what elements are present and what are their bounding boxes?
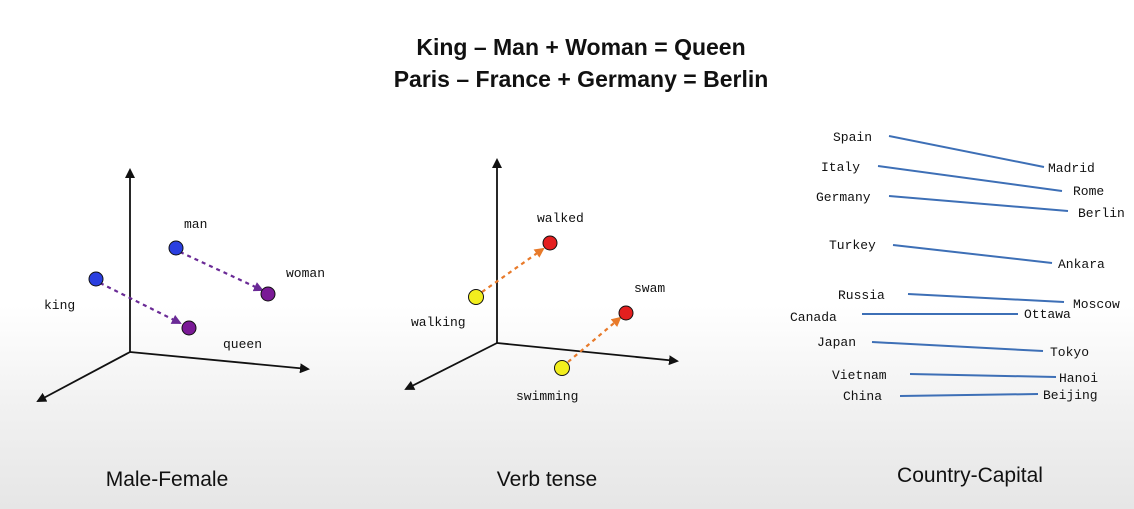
panel-male-female: king queen man woman Male-Female <box>36 168 325 491</box>
line-china-beijing <box>899 393 1039 397</box>
label-capital-moscow: Moscow <box>1073 297 1120 312</box>
arrow-walking-walked <box>481 247 545 293</box>
panel-country-capital: Spain Italy Germany Turkey Russia Canada… <box>790 130 1125 487</box>
line-japan-tokyo <box>871 341 1044 352</box>
panel-verb-tense: walking walked swimming swam Verb tense <box>404 158 679 491</box>
point-walking <box>468 289 484 305</box>
label-country-canada: Canada <box>790 310 837 325</box>
label-capital-berlin: Berlin <box>1078 206 1125 221</box>
label-walking: walking <box>411 315 466 330</box>
caption-male-female: Male-Female <box>106 468 229 491</box>
label-queen: queen <box>223 337 262 352</box>
line-russia-moscow <box>907 293 1065 303</box>
axis-depth <box>404 342 498 390</box>
point-walked <box>542 235 558 251</box>
title-line-1: King – Man + Woman = Queen <box>416 34 745 60</box>
axis-horizontal <box>129 351 310 374</box>
point-swimming <box>554 360 570 376</box>
label-country-vietnam: Vietnam <box>832 368 887 383</box>
point-king <box>88 271 104 287</box>
label-country-germany: Germany <box>816 190 871 205</box>
label-king: king <box>44 298 75 313</box>
label-walked: walked <box>537 211 584 226</box>
caption-verb-tense: Verb tense <box>497 468 597 491</box>
label-country-japan: Japan <box>817 335 856 350</box>
label-swimming: swimming <box>516 389 578 404</box>
line-turkey-ankara <box>892 244 1053 264</box>
label-man: man <box>184 217 207 232</box>
label-country-russia: Russia <box>838 288 885 303</box>
arrow-swimming-swam <box>567 316 622 363</box>
label-capital-hanoi: Hanoi <box>1059 371 1098 386</box>
label-woman: woman <box>286 266 325 281</box>
axis-horizontal <box>496 342 679 366</box>
label-capital-rome: Rome <box>1073 184 1104 199</box>
label-country-turkey: Turkey <box>829 238 876 253</box>
label-country-italy: Italy <box>821 160 860 175</box>
arrow-man-woman <box>179 251 264 292</box>
label-country-china: China <box>843 389 882 404</box>
label-capital-ottawa: Ottawa <box>1024 307 1071 322</box>
label-capital-beijing: Beijing <box>1043 388 1098 403</box>
line-spain-madrid <box>888 135 1045 168</box>
label-capital-tokyo: Tokyo <box>1050 345 1089 360</box>
point-woman <box>260 286 276 302</box>
point-queen <box>181 320 197 336</box>
label-swam: swam <box>634 281 665 296</box>
caption-country-capital: Country-Capital <box>897 464 1043 487</box>
point-man <box>168 240 184 256</box>
arrow-king-queen <box>99 282 182 324</box>
line-italy-rome <box>877 165 1063 192</box>
title-line-2: Paris – France + Germany = Berlin <box>394 66 769 92</box>
point-swam <box>618 305 634 321</box>
label-country-spain: Spain <box>833 130 872 145</box>
line-vietnam-hanoi <box>909 373 1057 378</box>
label-capital-madrid: Madrid <box>1048 161 1095 176</box>
label-capital-ankara: Ankara <box>1058 257 1105 272</box>
line-germany-berlin <box>888 195 1069 212</box>
axis-depth <box>36 351 131 402</box>
